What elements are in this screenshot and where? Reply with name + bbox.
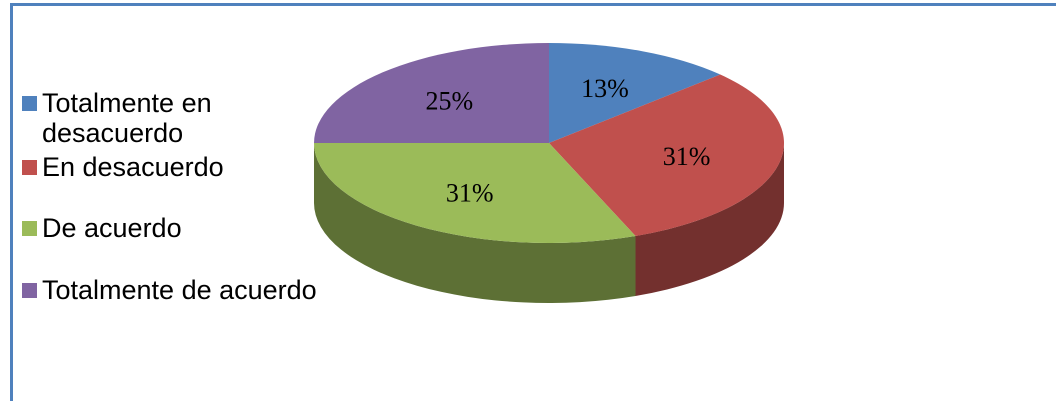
pie-slice	[314, 143, 636, 243]
legend-label: De acuerdo	[42, 213, 182, 243]
legend-label: Totalmente en desacuerdo	[42, 88, 212, 148]
data-label: 31%	[663, 142, 711, 171]
pie-side	[635, 143, 784, 296]
pie-slice	[314, 43, 549, 143]
legend-label: En desacuerdo	[42, 152, 224, 182]
legend-label: Totalmente de acuerdo	[42, 275, 317, 305]
data-label: 25%	[425, 87, 473, 116]
legend-swatch	[22, 283, 37, 298]
pie-slice	[549, 74, 784, 236]
data-label: 31%	[446, 179, 494, 208]
legend-item: De acuerdo	[22, 213, 272, 243]
pie-slice	[549, 43, 721, 143]
pie-side	[314, 143, 636, 303]
legend-swatch	[22, 221, 37, 236]
legend-item: Totalmente en desacuerdo	[22, 88, 272, 148]
legend-swatch	[22, 160, 37, 175]
frame	[10, 3, 1056, 401]
legend-item: En desacuerdo	[22, 152, 272, 182]
data-label: 13%	[581, 74, 629, 103]
legend-swatch	[22, 96, 37, 111]
legend-item: Totalmente de acuerdo	[22, 275, 317, 305]
